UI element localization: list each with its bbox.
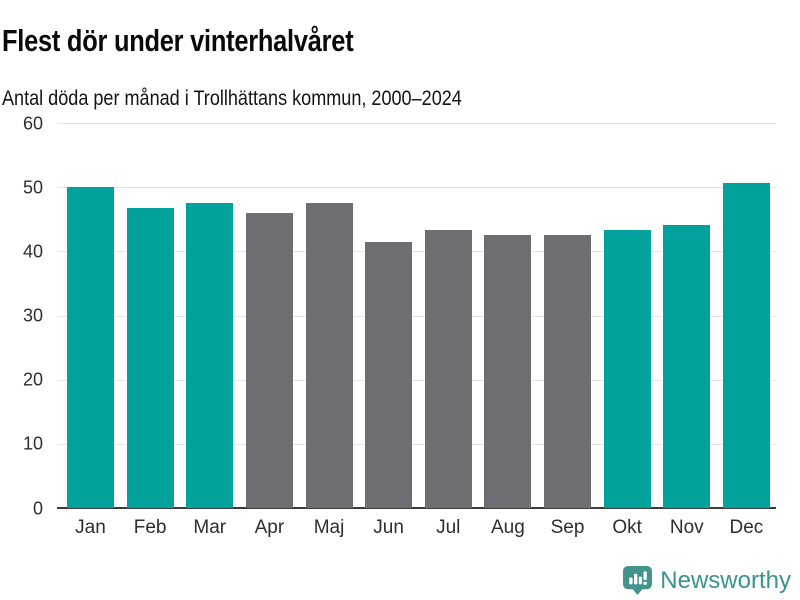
bar-apr xyxy=(245,212,293,508)
bar-jan xyxy=(67,186,114,508)
x-axis-line xyxy=(57,507,776,509)
x-tick-label-nov: Nov xyxy=(669,517,704,538)
brand-name: Newsworthy xyxy=(660,566,791,594)
bar-maj xyxy=(305,202,353,508)
bar-jun xyxy=(365,241,413,508)
bar-okt xyxy=(603,230,651,508)
x-tick-label-jan: Jan xyxy=(75,517,106,538)
x-tick-label-feb: Feb xyxy=(133,517,167,538)
bar-group xyxy=(67,123,770,508)
bar-aug xyxy=(484,235,532,508)
bar-mar xyxy=(186,202,234,508)
x-tick-label-jul: Jul xyxy=(436,517,461,538)
y-tick-label: 0 xyxy=(32,498,43,518)
y-gridline-10: 10 xyxy=(23,434,776,454)
x-tick-label-aug: Aug xyxy=(490,517,525,538)
y-gridline-0: 0 xyxy=(33,498,776,518)
x-tick-label-maj: Maj xyxy=(313,517,345,538)
x-tick-label-apr: Apr xyxy=(254,517,285,538)
bar-feb xyxy=(126,207,174,508)
y-tick-label: 40 xyxy=(22,241,43,262)
y-gridline-60: 60 xyxy=(23,113,776,133)
y-gridline-20: 20 xyxy=(23,370,776,390)
bar-nov xyxy=(663,225,711,508)
y-gridline-30: 30 xyxy=(23,306,776,326)
y-tick-label: 10 xyxy=(22,433,43,454)
bar-dec xyxy=(722,182,770,508)
bar-sep xyxy=(544,235,591,508)
newsworthy-logo-icon xyxy=(623,565,653,596)
y-tick-label: 30 xyxy=(22,305,43,326)
y-tick-label: 20 xyxy=(22,369,43,390)
y-tick-label: 60 xyxy=(22,113,43,133)
x-tick-label-okt: Okt xyxy=(612,517,642,538)
plot-area: 60 50 40 30 20 10 0 xyxy=(23,113,776,518)
y-gridline-40: 40 xyxy=(23,241,776,261)
chart-subtitle: Antal döda per månad i Trollhättans komm… xyxy=(2,87,462,110)
page-title: Flest dör under vinterhalvåret xyxy=(2,22,354,58)
x-tick-label-mar: Mar xyxy=(193,517,227,538)
x-tick-label-jun: Jun xyxy=(373,517,404,538)
y-gridline-50: 50 xyxy=(23,177,776,197)
y-tick-label: 50 xyxy=(22,177,43,198)
bar-jul xyxy=(424,229,472,508)
x-tick-label-sep: Sep xyxy=(550,517,585,538)
x-axis-labels: Jan Feb Mar Apr Maj Jun Jul Aug Sep Okt Nov Dec xyxy=(67,517,770,539)
x-tick-label-dec: Dec xyxy=(729,517,764,538)
brand-footer[interactable]: Newsworthy xyxy=(622,565,791,596)
